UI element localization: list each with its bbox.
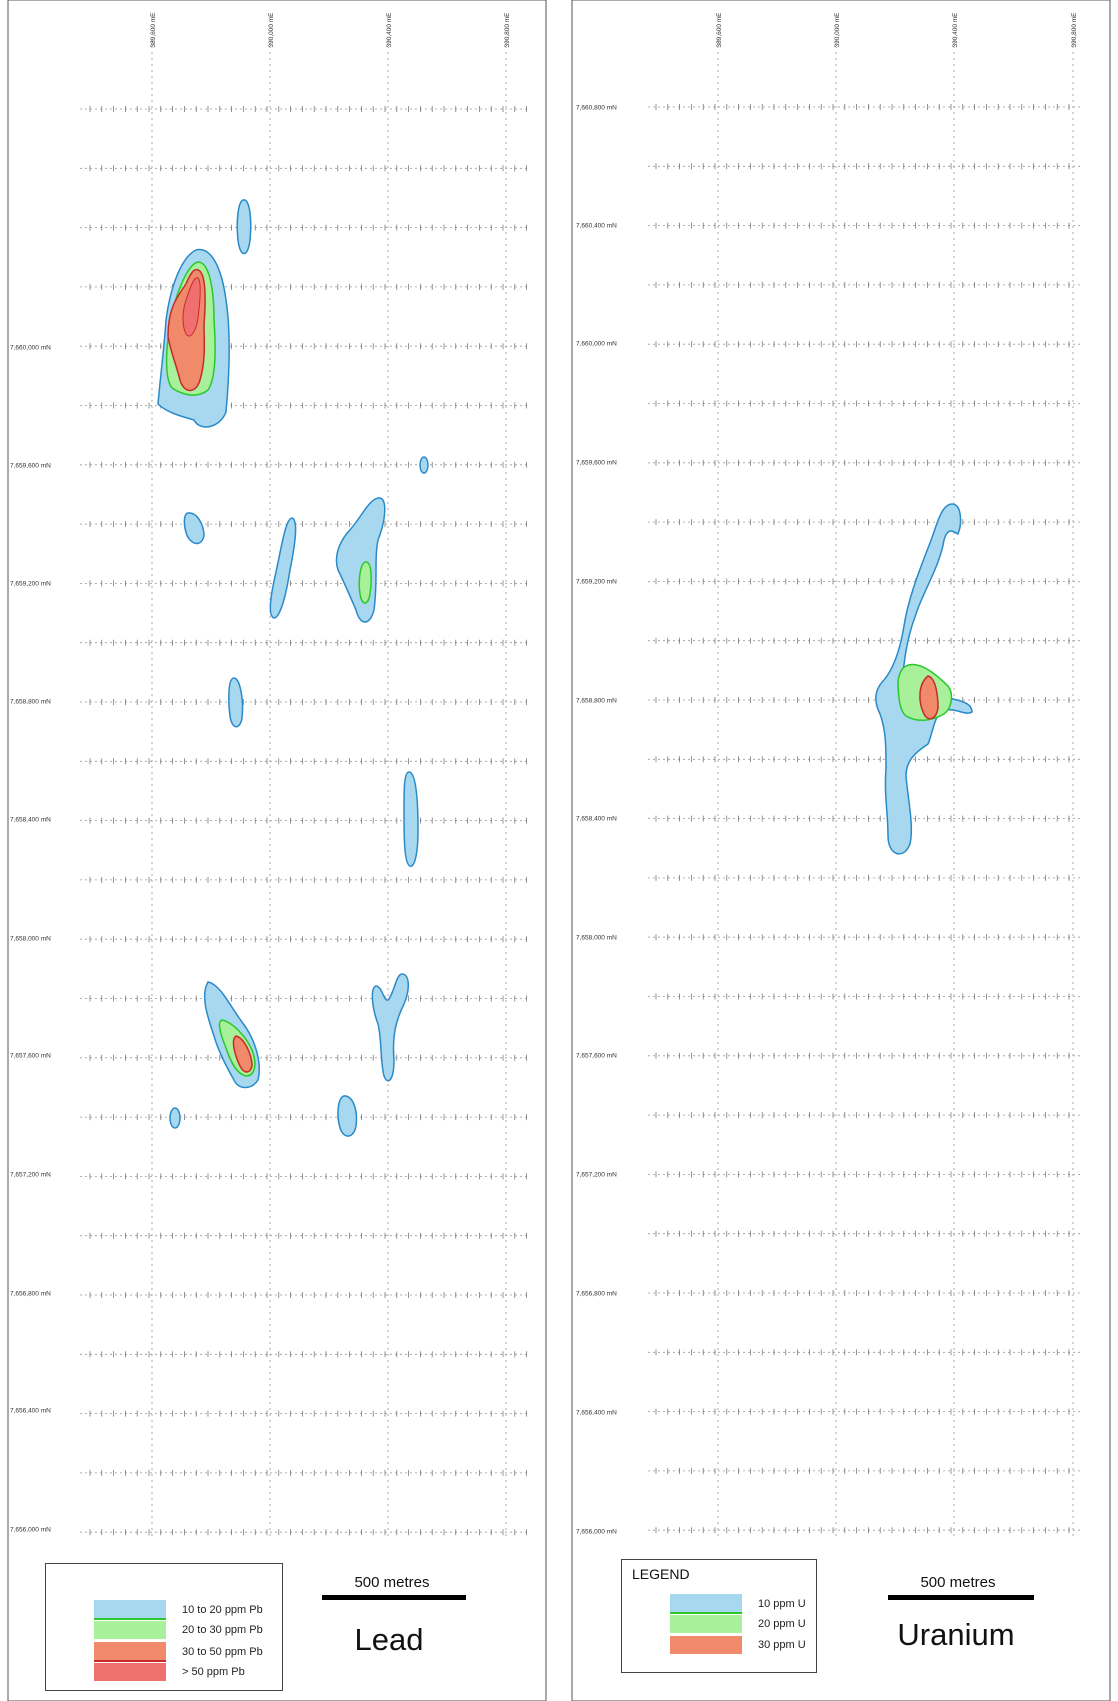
legend-swatch — [94, 1642, 166, 1662]
northing-label: 7,656,800 mN — [10, 1291, 51, 1298]
uranium-sample-grid — [648, 40, 1080, 1540]
easting-label: 389,600 mE — [716, 12, 723, 48]
easting-label: 390,800 mE — [1071, 12, 1078, 48]
lead-anomaly-10ppm — [419, 456, 429, 474]
northing-label: 7,657,600 mN — [576, 1053, 617, 1060]
legend-swatch — [670, 1615, 742, 1633]
legend-label: > 50 ppm Pb — [182, 1666, 245, 1678]
lead-anomalies — [157, 199, 429, 1137]
lead-sample-grid — [80, 40, 530, 1540]
lead-scale-label: 500 metres — [354, 1574, 430, 1591]
legend-item: 10 ppm U — [670, 1594, 806, 1614]
legend-swatch — [94, 1621, 166, 1639]
lead-anomaly-10ppm — [269, 517, 297, 619]
easting-label: 390,400 mE — [386, 12, 393, 48]
lead-anomaly-30ppm — [232, 1035, 253, 1073]
uranium-anomaly-10ppm — [875, 503, 973, 855]
lead-anomaly-20ppm — [358, 561, 372, 604]
northing-label: 7,658,800 mN — [576, 698, 617, 705]
lead-map-title: Lead — [354, 1622, 424, 1657]
legend-swatch — [670, 1636, 742, 1654]
lead-anomaly-10ppm — [337, 1095, 358, 1137]
lead-map-frame — [7, 0, 547, 1701]
lead-map-panel: 389,600 mE 390,000 mE 390,400 mE 390,800 mE… — [7, 0, 547, 1701]
northing-label: 7,657,200 mN — [576, 1172, 617, 1179]
legend-swatch — [670, 1594, 742, 1614]
legend-label: 10 ppm U — [758, 1598, 806, 1610]
lead-anomaly-10ppm — [335, 497, 386, 623]
northing-label: 7,656,000 mN — [10, 1527, 51, 1534]
northing-label: 7,658,000 mN — [10, 936, 51, 943]
uranium-grid-labels: 389,600 mE 390,000 mE 390,400 mE 390,800 mE… — [576, 12, 1078, 1536]
lead-anomaly-10ppm — [169, 1107, 181, 1129]
uranium-anomaly-30ppm — [919, 675, 939, 720]
legend-item: 10 to 20 ppm Pb — [94, 1600, 263, 1620]
northing-label: 7,657,200 mN — [10, 1172, 51, 1179]
legend-item: 30 to 50 ppm Pb — [94, 1642, 263, 1662]
uranium-map-frame — [571, 0, 1111, 1701]
northing-label: 7,660,000 mN — [576, 341, 617, 348]
uranium-scale-label: 500 metres — [920, 1574, 996, 1591]
easting-label: 389,600 mE — [150, 12, 157, 48]
legend-item: > 50 ppm Pb — [94, 1663, 245, 1681]
northing-label: 7,659,600 mN — [10, 463, 51, 470]
lead-grid-labels: 389,600 mE 390,000 mE 390,400 mE 390,800 mE… — [10, 12, 511, 1534]
legend-label: 20 to 30 ppm Pb — [182, 1624, 263, 1636]
lead-anomaly-10ppm — [403, 771, 419, 867]
legend-swatch — [94, 1600, 166, 1620]
legend-label: 20 ppm U — [758, 1618, 806, 1630]
legend-item: 20 to 30 ppm Pb — [94, 1621, 263, 1639]
northing-label: 7,656,400 mN — [10, 1408, 51, 1415]
northing-label: 7,657,600 mN — [10, 1053, 51, 1060]
northing-label: 7,658,400 mN — [10, 817, 51, 824]
legend-item: 30 ppm U — [670, 1636, 806, 1654]
legend-label: 30 to 50 ppm Pb — [182, 1646, 263, 1658]
northing-label: 7,658,400 mN — [576, 816, 617, 823]
northing-label: 7,660,800 mN — [576, 105, 617, 112]
uranium-legend: LEGEND 10 ppm U 20 ppm U 30 ppm U — [621, 1559, 817, 1673]
legend-label: 30 ppm U — [758, 1639, 806, 1651]
lead-anomaly-10ppm — [371, 973, 409, 1082]
easting-label: 390,000 mE — [268, 12, 275, 48]
legend-item: 20 ppm U — [670, 1615, 806, 1633]
legend-heading: LEGEND — [632, 1566, 690, 1582]
northing-label: 7,660,000 mN — [10, 345, 51, 352]
northing-label: 7,658,000 mN — [576, 935, 617, 942]
legend-label: 10 to 20 ppm Pb — [182, 1604, 263, 1616]
northing-label: 7,656,800 mN — [576, 1291, 617, 1298]
lead-legend: 10 to 20 ppm Pb 20 to 30 ppm Pb 30 to 50… — [45, 1563, 283, 1691]
northing-label: 7,659,600 mN — [576, 460, 617, 467]
legend-swatch — [94, 1663, 166, 1681]
northing-label: 7,659,200 mN — [10, 581, 51, 588]
uranium-map-title: Uranium — [897, 1617, 1015, 1652]
uranium-map-panel: 389,600 mE 390,000 mE 390,400 mE 390,800 mE… — [571, 0, 1111, 1701]
uranium-anomalies — [875, 503, 973, 855]
uranium-scale-bar — [888, 1595, 1034, 1600]
northing-label: 7,659,200 mN — [576, 579, 617, 586]
lead-anomaly-10ppm — [236, 199, 252, 255]
northing-label: 7,660,400 mN — [576, 223, 617, 230]
easting-label: 390,000 mE — [834, 12, 841, 48]
lead-anomaly-50ppm — [182, 277, 201, 337]
lead-anomaly-10ppm — [228, 677, 244, 728]
easting-label: 390,400 mE — [952, 12, 959, 48]
northing-label: 7,656,000 mN — [576, 1529, 617, 1536]
easting-label: 390,800 mE — [504, 12, 511, 48]
lead-scale-bar — [322, 1595, 466, 1600]
lead-anomaly-10ppm — [183, 512, 205, 545]
northing-label: 7,658,800 mN — [10, 699, 51, 706]
northing-label: 7,656,400 mN — [576, 1410, 617, 1417]
